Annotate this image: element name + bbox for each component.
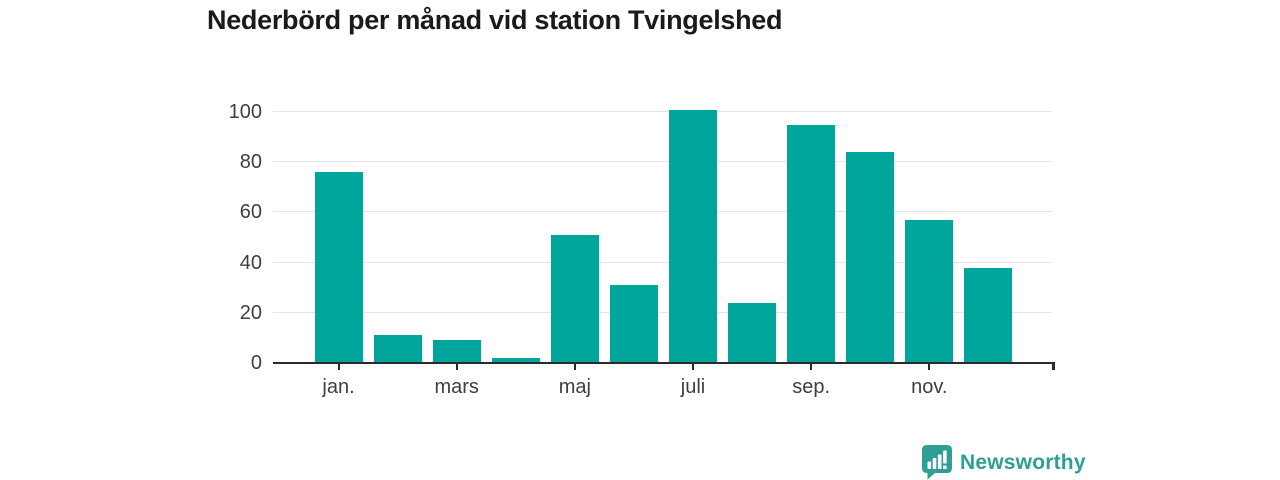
y-tick-label-0: 0: [250, 352, 262, 374]
x-tick-label: sep.: [792, 376, 831, 398]
bars-group: [275, 103, 1052, 363]
y-axis-labels: 0 20 40 60 80 100: [180, 101, 262, 374]
bar-slot-8: [723, 103, 782, 363]
bar-12: [964, 267, 1013, 363]
x-slot-10: [841, 364, 900, 399]
bar-slot-3: [427, 103, 486, 363]
bar-1: [314, 172, 363, 363]
bar-slot-11: [900, 103, 959, 363]
bar-slot-1: [309, 103, 368, 363]
x-tick-label: mars: [434, 376, 479, 398]
x-slot-4: [486, 364, 545, 399]
bar-slot-9: [782, 103, 841, 363]
bar-slot-6: [604, 103, 663, 363]
icon-speech-bubble: [922, 445, 952, 480]
x-tick-label: jan.: [322, 376, 355, 398]
bar-slot-5: [545, 103, 604, 363]
gridline-y-100: [273, 111, 1052, 112]
newsworthy-logo-text: Newsworthy: [960, 450, 1086, 474]
x-tick-mark: [810, 364, 813, 370]
x-tick-mark: [692, 364, 694, 370]
bar-6: [609, 285, 658, 363]
bar-9: [787, 124, 836, 363]
x-tick-mark: [928, 364, 931, 370]
gridline-y-40: [273, 261, 1052, 263]
x-slot-11: nov.: [900, 364, 959, 399]
bar-10: [846, 152, 895, 363]
plot-area: jan. mars maj juli sep. nov.: [273, 103, 1055, 398]
bar-3: [432, 340, 481, 363]
x-tick-label: juli: [680, 376, 706, 398]
x-axis-endcap: [1052, 361, 1055, 370]
icon-bar-chart-glyphs: [927, 450, 947, 469]
gridline-y-60: [273, 211, 1052, 213]
bar-slot-2: [368, 103, 427, 363]
x-slot-9: sep.: [782, 364, 841, 399]
x-slot-1: jan.: [309, 364, 368, 399]
x-slot-12: [959, 364, 1018, 399]
chart-title: Nederbörd per månad vid station Tvingels…: [207, 5, 783, 35]
bar-2: [373, 335, 422, 363]
x-tick-label: maj: [558, 376, 591, 398]
newsworthy-logo: Newsworthy: [922, 445, 1086, 480]
x-slot-7: juli: [663, 364, 722, 399]
y-tick-label-20: 20: [239, 301, 262, 324]
bar-slot-7: [663, 103, 722, 363]
newsworthy-icon: [922, 445, 952, 480]
x-slot-2: [368, 364, 427, 399]
x-slot-8: [723, 364, 782, 399]
bar-11: [905, 219, 954, 363]
bar-8: [728, 302, 777, 363]
bar-slot-4: [486, 103, 545, 363]
x-axis-line: [273, 361, 1054, 364]
x-slot-5: maj: [545, 364, 604, 399]
bar-slot-10: [841, 103, 900, 363]
x-slot-6: [604, 364, 663, 399]
bar-5: [550, 235, 599, 363]
x-tick-mark: [337, 364, 340, 370]
bar-7: [669, 109, 717, 363]
gridline-y-20: [273, 311, 1052, 313]
bar-4: [491, 357, 540, 363]
bar-slot-12: [959, 103, 1018, 363]
gridline-y-80: [273, 161, 1052, 163]
x-tick-mark: [455, 364, 458, 370]
y-tick-label-80: 80: [239, 151, 262, 174]
y-tick-label-60: 60: [239, 201, 262, 224]
y-tick-label-100: 100: [228, 101, 262, 123]
y-tick-label-40: 40: [239, 251, 262, 274]
x-slot-3: mars: [427, 364, 486, 399]
x-axis-ticks: jan. mars maj juli sep. nov.: [275, 364, 1052, 399]
x-tick-mark: [573, 364, 576, 370]
x-tick-label: nov.: [911, 376, 948, 398]
